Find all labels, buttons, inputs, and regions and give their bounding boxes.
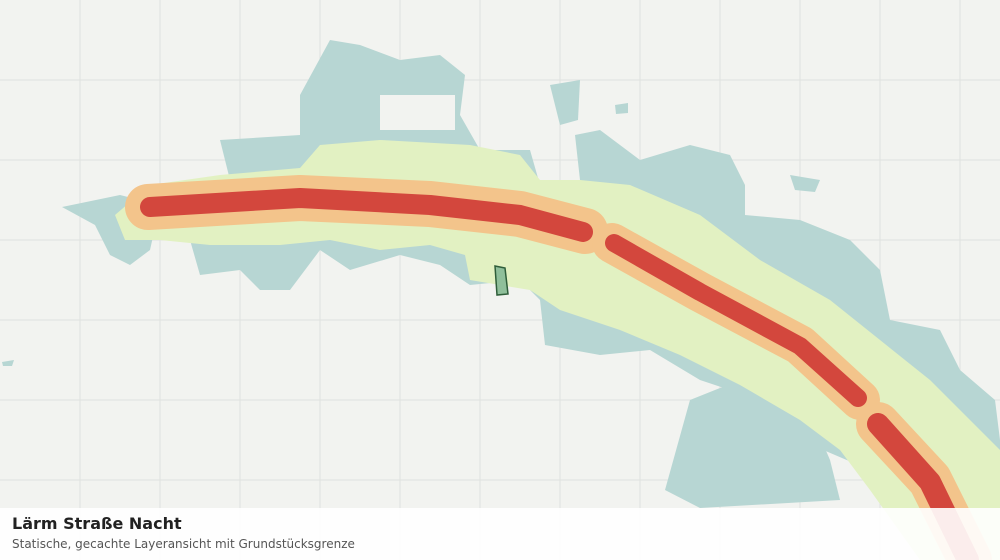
layer-title: Lärm Straße Nacht: [12, 514, 182, 533]
layer-subtitle: Statische, gecachte Layeransicht mit Gru…: [12, 537, 355, 551]
parcel-boundary: [494, 265, 509, 296]
caption-panel: Lärm Straße Nacht Statische, gecachte La…: [0, 508, 1000, 560]
